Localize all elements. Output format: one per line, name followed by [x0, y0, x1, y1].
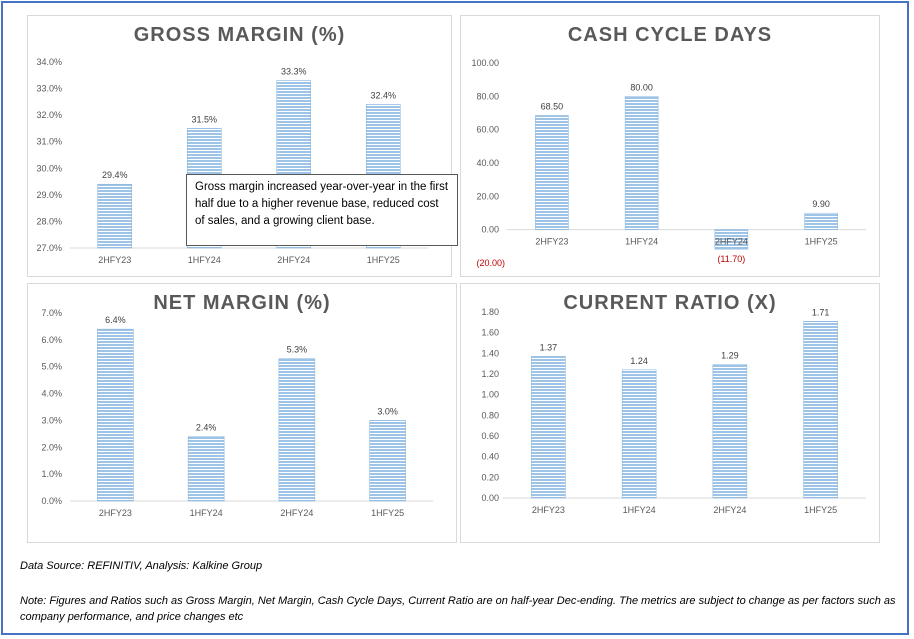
y-tick-label: 0.60	[481, 431, 499, 441]
x-tick-label: 2HFY23	[98, 255, 131, 265]
current-ratio-chart: CURRENT RATIO (X) 0.00 0.20 0.40 0.60 0.80 1.…	[460, 283, 880, 543]
y-tick-label: 1.20	[481, 369, 499, 379]
chart-title: NET MARGIN (%)	[153, 292, 331, 314]
y-tick-label: 40.00	[476, 158, 499, 168]
x-tick-label: 2HFY23	[99, 508, 132, 518]
y-tick-label: (20.00)	[476, 258, 505, 268]
bar	[712, 364, 748, 499]
y-tick-label: 0.20	[481, 472, 499, 482]
data-label: 9.90	[812, 199, 830, 209]
bar	[714, 229, 749, 250]
gross-margin-chart: GROSS MARGIN (%) 27.0% 28.0% 29.0% 30.0% 31.…	[27, 15, 458, 277]
x-tick-label: 1HFY24	[190, 508, 223, 518]
y-tick-label: 28.0%	[36, 216, 62, 226]
y-tick-label: 3.0%	[41, 415, 62, 425]
data-source: Data Source: REFINITIV, Analysis: Kalkin…	[20, 560, 263, 572]
chart-title: GROSS MARGIN (%)	[133, 24, 346, 46]
net-margin-plot: 0.0% 1.0% 2.0% 3.0% 4.0% 5.0% 6.0% 7.0% 6.4% 2HFY…	[41, 308, 433, 518]
y-tick-label: 0.00	[481, 225, 499, 235]
cash-cycle-days-plot: (20.00) 0.00 20.00 40.00 60.00 80.00 100.00 68.…	[471, 58, 866, 268]
data-label: 1.24	[630, 356, 648, 366]
data-label: 32.4%	[370, 91, 396, 101]
y-tick-label: 20.00	[476, 191, 499, 201]
x-tick-label: 1HFY25	[804, 505, 837, 515]
data-label: 29.4%	[102, 170, 128, 180]
y-tick-label: 30.0%	[36, 163, 62, 173]
data-label: 2.4%	[196, 423, 217, 433]
x-tick-label: 1HFY25	[371, 508, 404, 518]
x-tick-label: 2HFY23	[532, 505, 565, 515]
y-tick-label: 33.0%	[36, 84, 62, 94]
y-tick-label: 5.0%	[41, 362, 62, 372]
y-tick-label: 1.80	[481, 307, 499, 317]
data-label: 31.5%	[191, 114, 217, 124]
data-label: 1.29	[721, 351, 739, 361]
y-tick-label: 2.0%	[41, 442, 62, 452]
bar	[531, 356, 566, 499]
bar	[803, 321, 838, 499]
y-tick-label: 32.0%	[36, 110, 62, 120]
bar	[278, 358, 316, 502]
bar	[97, 183, 132, 249]
data-label: 80.00	[630, 82, 653, 92]
y-tick-label: 31.0%	[36, 137, 62, 147]
x-tick-label: 2HFY23	[535, 237, 568, 247]
y-tick-label: 1.00	[481, 390, 499, 400]
y-tick-label: 29.0%	[36, 190, 62, 200]
y-tick-label: 0.40	[481, 452, 499, 462]
data-label: (11.70)	[717, 254, 745, 264]
net-margin-chart: NET MARGIN (%) 0.0% 1.0% 2.0% 3.0% 4.0% 5.0% 6…	[27, 283, 457, 543]
bar	[804, 212, 838, 230]
bar	[369, 420, 406, 502]
current-ratio-plot: 0.00 0.20 0.40 0.60 0.80 1.00 1.20 1.40 1.60 1.80…	[481, 307, 866, 515]
y-tick-label: 1.40	[481, 348, 499, 358]
x-tick-label: 1HFY25	[367, 255, 400, 265]
y-tick-label: 34.0%	[36, 57, 62, 67]
x-tick-label: 1HFY25	[805, 237, 838, 247]
y-tick-label: 1.0%	[41, 469, 62, 479]
data-label: 68.50	[541, 102, 564, 112]
y-tick-label: 1.60	[481, 328, 499, 338]
bar	[97, 328, 134, 502]
x-tick-label: 2HFY24	[280, 508, 313, 518]
y-tick-label: 0.80	[481, 410, 499, 420]
y-tick-label: 100.00	[471, 58, 499, 68]
footnote: Note: Figures and Ratios such as Gross M…	[20, 595, 896, 623]
x-tick-label: 1HFY24	[188, 255, 221, 265]
bar	[621, 369, 657, 499]
x-tick-label: 2HFY24	[713, 505, 746, 515]
y-tick-label: 27.0%	[36, 243, 62, 253]
cash-cycle-days-chart: CASH CYCLE DAYS (20.00) 0.00 20.00 40.00 60.…	[460, 15, 880, 277]
gross-margin-callout: Gross margin increased year-over-year in…	[186, 174, 458, 246]
x-tick-label: 2HFY24	[715, 237, 748, 247]
y-tick-label: 7.0%	[41, 308, 62, 318]
bar	[624, 96, 659, 230]
data-label: 3.0%	[377, 406, 398, 416]
data-label: 5.3%	[287, 345, 308, 355]
data-label: 1.37	[540, 342, 558, 352]
bar	[187, 436, 225, 502]
y-tick-label: 4.0%	[41, 389, 62, 399]
y-tick-label: 0.00	[481, 493, 499, 503]
chart-title: CASH CYCLE DAYS	[567, 24, 773, 46]
data-label: 1.71	[812, 307, 830, 317]
y-tick-label: 6.0%	[41, 335, 62, 345]
data-label: 6.4%	[105, 315, 126, 325]
x-tick-label: 2HFY24	[277, 255, 310, 265]
bar	[535, 115, 569, 230]
x-tick-label: 1HFY24	[623, 505, 656, 515]
y-tick-label: 60.00	[476, 125, 499, 135]
x-tick-label: 1HFY24	[625, 237, 658, 247]
y-tick-label: 80.00	[476, 91, 499, 101]
data-label: 33.3%	[281, 67, 307, 77]
chart-title: CURRENT RATIO (X)	[563, 292, 777, 314]
y-tick-label: 0.0%	[41, 496, 62, 506]
